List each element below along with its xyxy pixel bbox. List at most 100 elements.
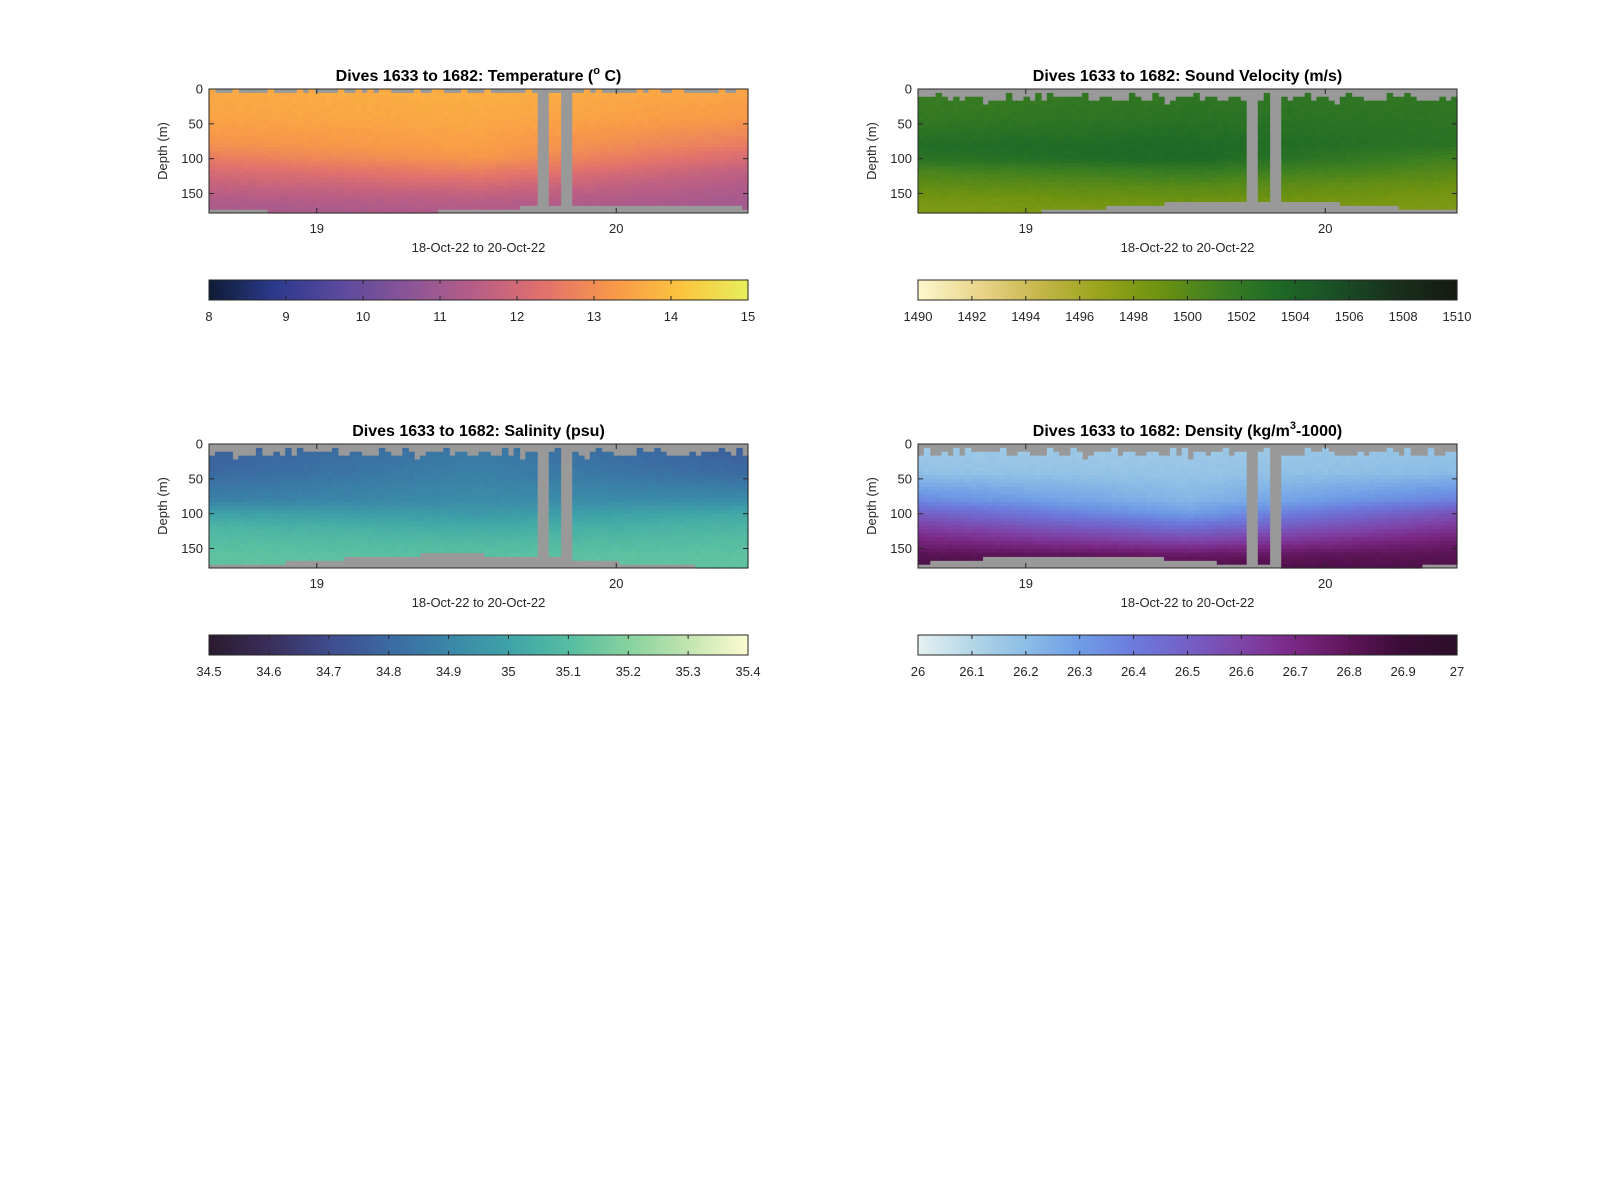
heatmap-cell — [337, 193, 345, 199]
heatmap-cell — [1292, 104, 1300, 109]
heatmap-cell — [947, 174, 954, 179]
heatmap-cell — [378, 162, 386, 168]
heatmap-cell — [730, 147, 737, 152]
heatmap-cell — [665, 108, 673, 113]
heatmap-cell — [613, 170, 620, 175]
heatmap-cell — [513, 123, 521, 129]
heatmap-cell — [929, 116, 937, 121]
heatmap-cell — [1058, 166, 1066, 171]
heatmap-cell — [1117, 120, 1124, 125]
heatmap-cell — [1257, 135, 1265, 140]
heatmap-cell — [1328, 193, 1335, 199]
heatmap-cell — [1175, 104, 1183, 109]
heatmap-cell — [1181, 193, 1189, 199]
heatmap-cell — [648, 123, 655, 129]
heatmap-cell — [1070, 112, 1077, 117]
heatmap-cell — [1363, 170, 1370, 175]
heatmap-cell — [724, 108, 732, 113]
heatmap-cell — [490, 135, 497, 140]
heatmap-cell — [660, 178, 667, 183]
heatmap-cell — [1298, 96, 1306, 102]
heatmap-cell — [1035, 174, 1042, 179]
heatmap-cell — [595, 100, 603, 106]
heatmap-cell — [1058, 201, 1066, 206]
heatmap-cell — [390, 116, 398, 121]
heatmap-cell — [1064, 116, 1071, 121]
heatmap-cell — [654, 92, 661, 98]
heatmap-cell — [384, 135, 392, 140]
heatmap-cell — [332, 104, 339, 109]
heatmap-cell — [1333, 147, 1341, 152]
heatmap-cell — [1210, 166, 1218, 171]
heatmap-cell — [742, 123, 749, 129]
heatmap-cell — [250, 158, 257, 164]
heatmap-cell — [302, 178, 310, 183]
heatmap-cell — [1146, 185, 1153, 191]
heatmap-cell — [250, 100, 257, 106]
heatmap-cell — [1140, 139, 1148, 144]
heatmap-cell — [291, 178, 298, 183]
heatmap-cell — [1369, 135, 1376, 140]
heatmap-cell — [332, 116, 339, 121]
heatmap-cell — [226, 178, 234, 183]
heatmap-cell — [976, 143, 984, 148]
heatmap-cell — [408, 108, 415, 113]
heatmap-cell — [373, 189, 380, 195]
heatmap-cell — [970, 127, 978, 133]
heatmap-cell — [595, 116, 603, 121]
heatmap-cell — [484, 174, 491, 179]
heatmap-cell — [1000, 139, 1007, 144]
heatmap-cell — [730, 154, 737, 160]
heatmap-cell — [654, 120, 661, 125]
heatmap-cell — [320, 178, 327, 183]
heatmap-cell — [572, 158, 579, 164]
heatmap-cell — [918, 96, 925, 102]
heatmap-cell — [1052, 100, 1060, 106]
heatmap-cell — [367, 123, 374, 129]
heatmap-cell — [279, 131, 286, 137]
heatmap-cell — [1123, 178, 1130, 183]
heatmap-cell — [718, 100, 726, 106]
colorbar-segment — [212, 280, 218, 300]
heatmap-cell — [1029, 209, 1036, 214]
heatmap-cell — [988, 104, 995, 109]
heatmap-cell — [1140, 135, 1148, 140]
heatmap-cell — [1046, 116, 1054, 121]
heatmap-cell — [496, 104, 503, 109]
heatmap-cell — [1064, 100, 1071, 106]
heatmap-cell — [683, 158, 691, 164]
heatmap-cell — [1152, 154, 1159, 160]
heatmap-cell — [1158, 135, 1165, 140]
heatmap-cell — [683, 108, 691, 113]
heatmap-cell — [1287, 116, 1294, 121]
heatmap-cell — [970, 131, 978, 137]
heatmap-cell — [384, 120, 392, 125]
heatmap-cell — [923, 96, 931, 102]
heatmap-cell — [601, 135, 608, 140]
heatmap-cell — [460, 120, 468, 125]
heatmap-cell — [501, 162, 509, 168]
heatmap-cell — [1029, 174, 1036, 179]
heatmap-cell — [648, 92, 655, 98]
heatmap-cell — [214, 143, 222, 148]
heatmap-cell — [519, 92, 526, 98]
heatmap-cell — [285, 96, 292, 102]
heatmap-cell — [302, 120, 310, 125]
colorbar-segment — [636, 280, 641, 300]
heatmap-cell — [1281, 123, 1288, 129]
heatmap-cell — [1175, 185, 1183, 191]
heatmap-cell — [1134, 116, 1142, 121]
heatmap-cell — [326, 158, 333, 164]
heatmap-cell — [308, 178, 316, 183]
heatmap-cell — [244, 193, 251, 199]
heatmap-cell — [1257, 127, 1265, 133]
heatmap-cell — [1076, 185, 1083, 191]
heatmap-cell — [455, 154, 462, 160]
heatmap-cell — [478, 112, 485, 117]
heatmap-cell — [1082, 108, 1089, 113]
heatmap-cell — [214, 112, 222, 117]
heatmap-cell — [209, 143, 216, 148]
heatmap-cell — [554, 170, 562, 175]
heatmap-cell — [1322, 112, 1329, 117]
heatmap-cell — [1164, 170, 1171, 175]
